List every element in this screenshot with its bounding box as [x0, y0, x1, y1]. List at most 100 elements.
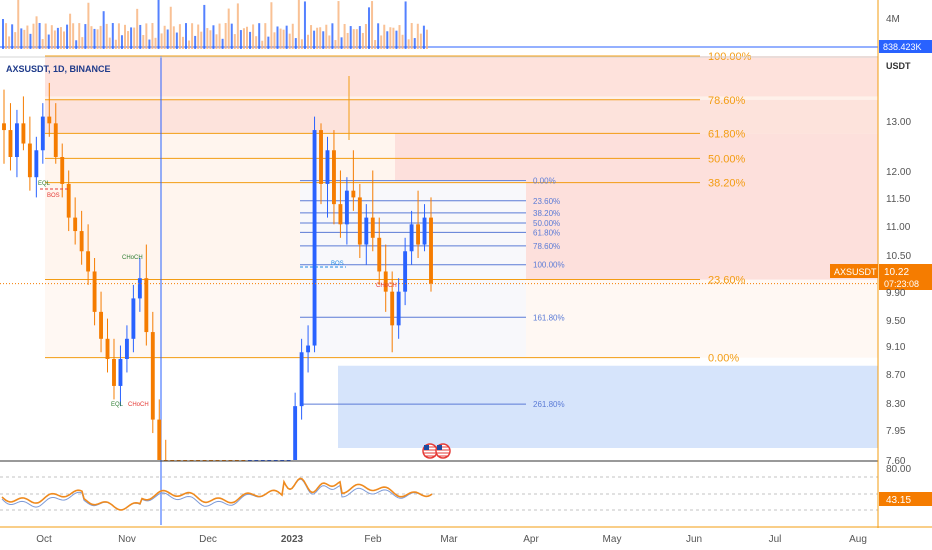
volume-bar [352, 29, 355, 49]
bos-label-mid: BOS [331, 261, 344, 267]
volume-bar [322, 31, 325, 49]
candle-body [144, 278, 149, 333]
volume-bar [413, 38, 416, 49]
volume-bar [264, 23, 267, 49]
candle-body [338, 204, 343, 225]
volume-bar [75, 40, 78, 49]
volume-bar [316, 27, 319, 49]
price-tick: 11.00 [886, 222, 911, 233]
time-tick: Apr [523, 534, 539, 545]
volume-bar [108, 37, 111, 49]
volume-bar [303, 1, 306, 49]
volume-bar [178, 24, 181, 49]
volume-bar [35, 16, 38, 50]
time-tick: Jun [686, 534, 702, 545]
candle-body [99, 311, 103, 339]
volume-bar [188, 40, 191, 49]
price-tick: 9.50 [886, 316, 906, 327]
fib-minor-zone [300, 180, 526, 358]
volume-bar [404, 1, 407, 49]
volume-bar [267, 36, 270, 49]
volume-bar [273, 32, 276, 49]
volume-bar [23, 29, 26, 49]
bos-label-left: BOS [47, 193, 60, 199]
volume-bar [2, 19, 4, 49]
volume-bar [160, 33, 163, 49]
volume-bar [242, 28, 245, 49]
volume-bar [114, 39, 117, 49]
volume-bar [227, 8, 230, 50]
time-tick: Feb [364, 534, 382, 545]
fib-label-4: 38.20% [708, 178, 746, 190]
volume-bar [44, 23, 47, 49]
candle-body [306, 345, 311, 353]
volume-bar [398, 25, 401, 49]
price-tick: 13.00 [886, 117, 911, 128]
last-price-tag-bg [879, 264, 932, 290]
volume-bar [209, 30, 212, 49]
volume-bar [239, 30, 242, 49]
volume-bar [8, 36, 11, 49]
volume-bar [224, 23, 227, 49]
fib-zone-100 [45, 56, 880, 97]
us-flag-icon[interactable] [435, 443, 451, 459]
volume-bar [139, 24, 142, 49]
candle-body [66, 183, 71, 218]
volume-bar [206, 28, 209, 49]
candle-body [53, 123, 58, 157]
fib-minor-label-5: 78.60% [533, 242, 560, 251]
volume-bar [358, 26, 361, 49]
fib-minor-label-7: 161.80% [533, 313, 565, 322]
price-tick: 10.50 [886, 251, 911, 262]
volume-bar [282, 29, 285, 49]
candle-body [351, 190, 356, 198]
volume-bar [148, 39, 151, 49]
volume-bar [127, 31, 130, 49]
volume-bar [422, 25, 425, 49]
candle-body [344, 190, 349, 225]
volume-bar [377, 23, 380, 49]
volume-bar [78, 23, 81, 49]
volume-bar [120, 35, 123, 49]
volume-bar [310, 25, 313, 49]
candle-body [73, 217, 78, 232]
last-price-symbol-bg [830, 264, 878, 278]
flag-canton [424, 445, 429, 450]
volume-bar [419, 33, 422, 49]
candle-body [357, 197, 362, 245]
candle-body [21, 123, 26, 144]
volume-bar [163, 25, 166, 49]
eql-label-top: EQL [38, 181, 51, 187]
fib-label-2: 61.80% [708, 128, 746, 140]
volume-bar [319, 27, 322, 49]
candle-body [60, 157, 65, 184]
volume-bar [334, 40, 337, 49]
volume-bar [136, 8, 139, 50]
candle-body [157, 419, 162, 460]
candle-body [325, 150, 330, 184]
currency-label: USDT [886, 61, 911, 71]
candle-body [422, 217, 427, 245]
last-price-value: 10.22 [884, 267, 909, 278]
time-tick: Oct [36, 534, 52, 545]
candle-body [150, 332, 155, 420]
candle-body [92, 271, 97, 312]
price-tick: 7.95 [886, 426, 906, 437]
time-tick: Mar [440, 534, 458, 545]
fib-minor-label-3: 50.00% [533, 219, 560, 228]
fib-zone-786 [45, 99, 880, 134]
volume-bar [331, 23, 334, 49]
candle-body [409, 224, 414, 252]
candle-body [429, 217, 433, 284]
us-flag-icon[interactable] [422, 443, 438, 459]
demand-zone [338, 365, 878, 448]
volume-bar [230, 23, 233, 49]
volume-bar [11, 24, 14, 49]
volume-bar [102, 11, 105, 50]
rsi-line [1, 477, 433, 511]
volume-bar [361, 32, 364, 49]
volume-bar [218, 23, 221, 49]
volume-bar [401, 34, 404, 49]
